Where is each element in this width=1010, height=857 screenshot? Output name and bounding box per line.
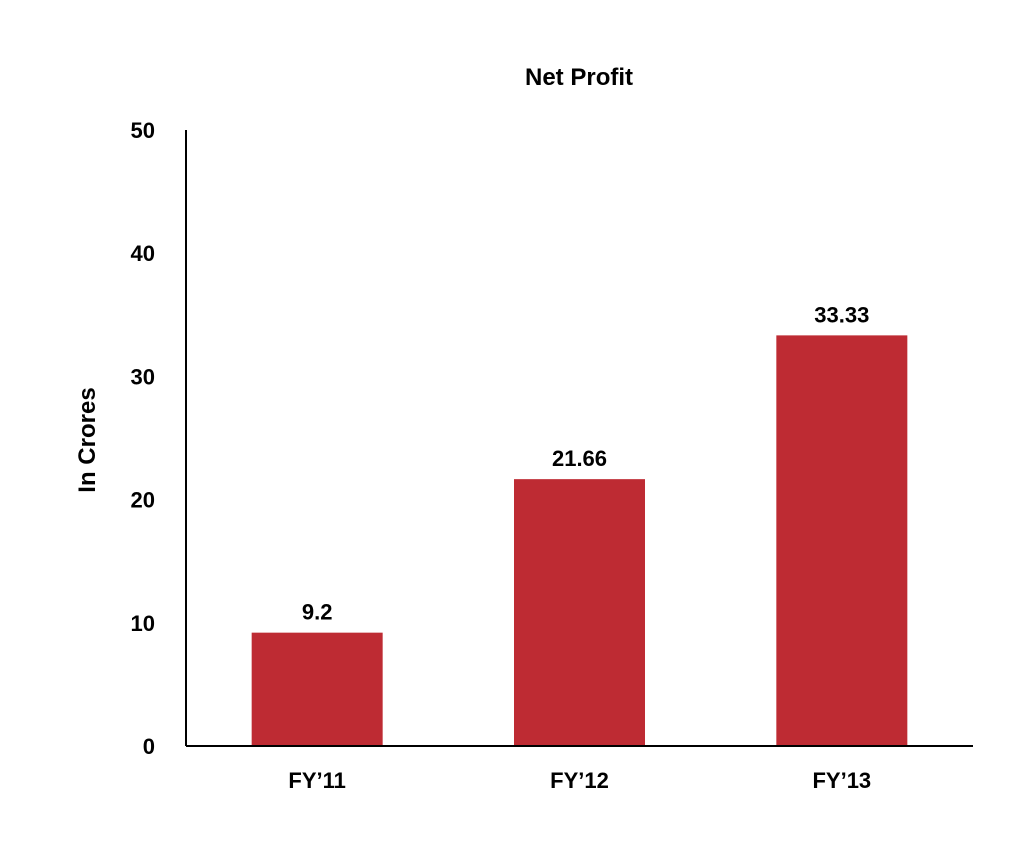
bar: [251, 632, 383, 746]
y-tick-label: 50: [131, 118, 155, 143]
y-axis-title: In Crores: [74, 387, 101, 492]
bar: [776, 335, 908, 746]
x-tick-label: FY’12: [550, 768, 609, 793]
x-tick-label: FY’13: [812, 768, 871, 793]
y-tick-label: 20: [131, 488, 155, 513]
bar: [514, 479, 645, 746]
y-tick-label: 30: [131, 364, 155, 389]
bar-value-label: 9.2: [302, 600, 333, 625]
x-tick-label: FY’11: [288, 768, 345, 793]
y-tick-label: 10: [131, 611, 155, 636]
chart-title: Net Profit: [525, 64, 633, 91]
y-tick-label: 40: [131, 241, 155, 266]
y-tick-label: 0: [143, 734, 155, 759]
bar-value-label: 21.66: [552, 446, 607, 471]
bar-value-label: 33.33: [814, 302, 869, 327]
